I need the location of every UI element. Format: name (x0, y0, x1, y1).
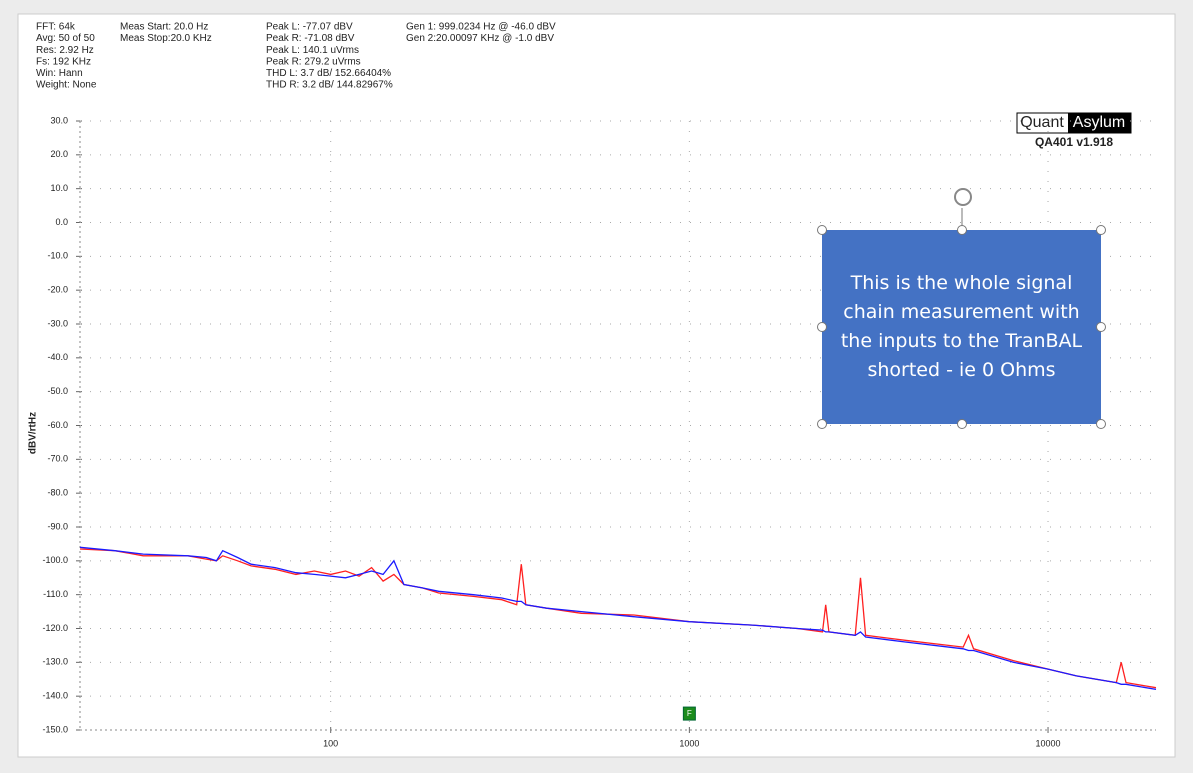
handle (957, 225, 967, 235)
y-tick-label: -150.0 (42, 724, 68, 734)
info-text: Weight: None (36, 80, 97, 91)
handle (957, 419, 967, 429)
info-text: Meas Stop:20.0 KHz (120, 33, 212, 44)
x-tick-label: 1000 (679, 738, 699, 748)
x-tick-label: 10000 (1036, 738, 1061, 748)
x-tick-label: 100 (323, 738, 338, 748)
y-tick-label: -90.0 (47, 521, 68, 531)
y-tick-label: -60.0 (47, 420, 68, 430)
y-tick-label: -110.0 (43, 589, 68, 599)
info-text: Peak L: -77.07 dBV (266, 22, 353, 33)
version: QA401 v1.918 (1035, 135, 1113, 149)
info-text: THD R: 3.2 dB/ 144.82967% (266, 80, 393, 91)
y-tick-label: 30.0 (50, 115, 68, 125)
info-text: Peak R: 279.2 uVrms (266, 56, 361, 67)
y-tick-label: -80.0 (47, 488, 68, 498)
rotate-handle (954, 188, 972, 206)
logo-dark (1068, 113, 1131, 133)
y-tick-label: -20.0 (47, 285, 68, 295)
info-text: Avg: 50 of 50 (36, 33, 95, 44)
info-text: Res: 2.92 Hz (36, 45, 94, 56)
handle (817, 419, 827, 429)
y-tick-label: -130.0 (42, 657, 68, 667)
handle (1096, 225, 1106, 235)
info-text: Peak L: 140.1 uVrms (266, 45, 359, 56)
y-tick-label: -30.0 (47, 318, 68, 328)
y-tick-label: -140.0 (42, 691, 68, 701)
series-line (79, 548, 1157, 689)
info-text: Gen 2:20.00097 KHz @ -1.0 dBV (406, 33, 554, 44)
y-tick-label: -10.0 (47, 251, 68, 261)
y-axis-label: dBV/rtHz (28, 412, 39, 454)
handle (817, 322, 827, 332)
y-tick-label: -50.0 (47, 386, 68, 396)
handle (1096, 322, 1106, 332)
y-tick-label: -70.0 (47, 454, 68, 464)
annotation-box: This is the whole signal chain measureme… (822, 230, 1101, 424)
y-tick-label: 0.0 (55, 217, 68, 227)
y-tick-label: 10.0 (50, 183, 68, 193)
marker-label: F (687, 709, 692, 718)
y-tick-label: -100.0 (42, 555, 68, 565)
y-tick-label: 20.0 (50, 149, 68, 159)
marker (682, 706, 696, 721)
info-text: Fs: 192 KHz (36, 56, 91, 67)
handle (1096, 419, 1106, 429)
logo-quant: Quant (1020, 114, 1064, 131)
info-text: THD L: 3.7 dB/ 152.66404% (266, 68, 391, 79)
y-tick-label: -40.0 (47, 352, 68, 362)
handle (817, 225, 827, 235)
y-tick-label: -120.0 (42, 623, 68, 633)
logo-asylum: Asylum (1073, 114, 1125, 131)
info-text: Peak R: -71.08 dBV (266, 33, 355, 44)
info-text: Win: Hann (36, 68, 83, 79)
info-text: Gen 1: 999.0234 Hz @ -46.0 dBV (406, 22, 556, 33)
info-text: Meas Start: 20.0 Hz (120, 22, 208, 33)
info-text: FFT: 64k (36, 22, 76, 33)
series-line (79, 546, 1157, 691)
